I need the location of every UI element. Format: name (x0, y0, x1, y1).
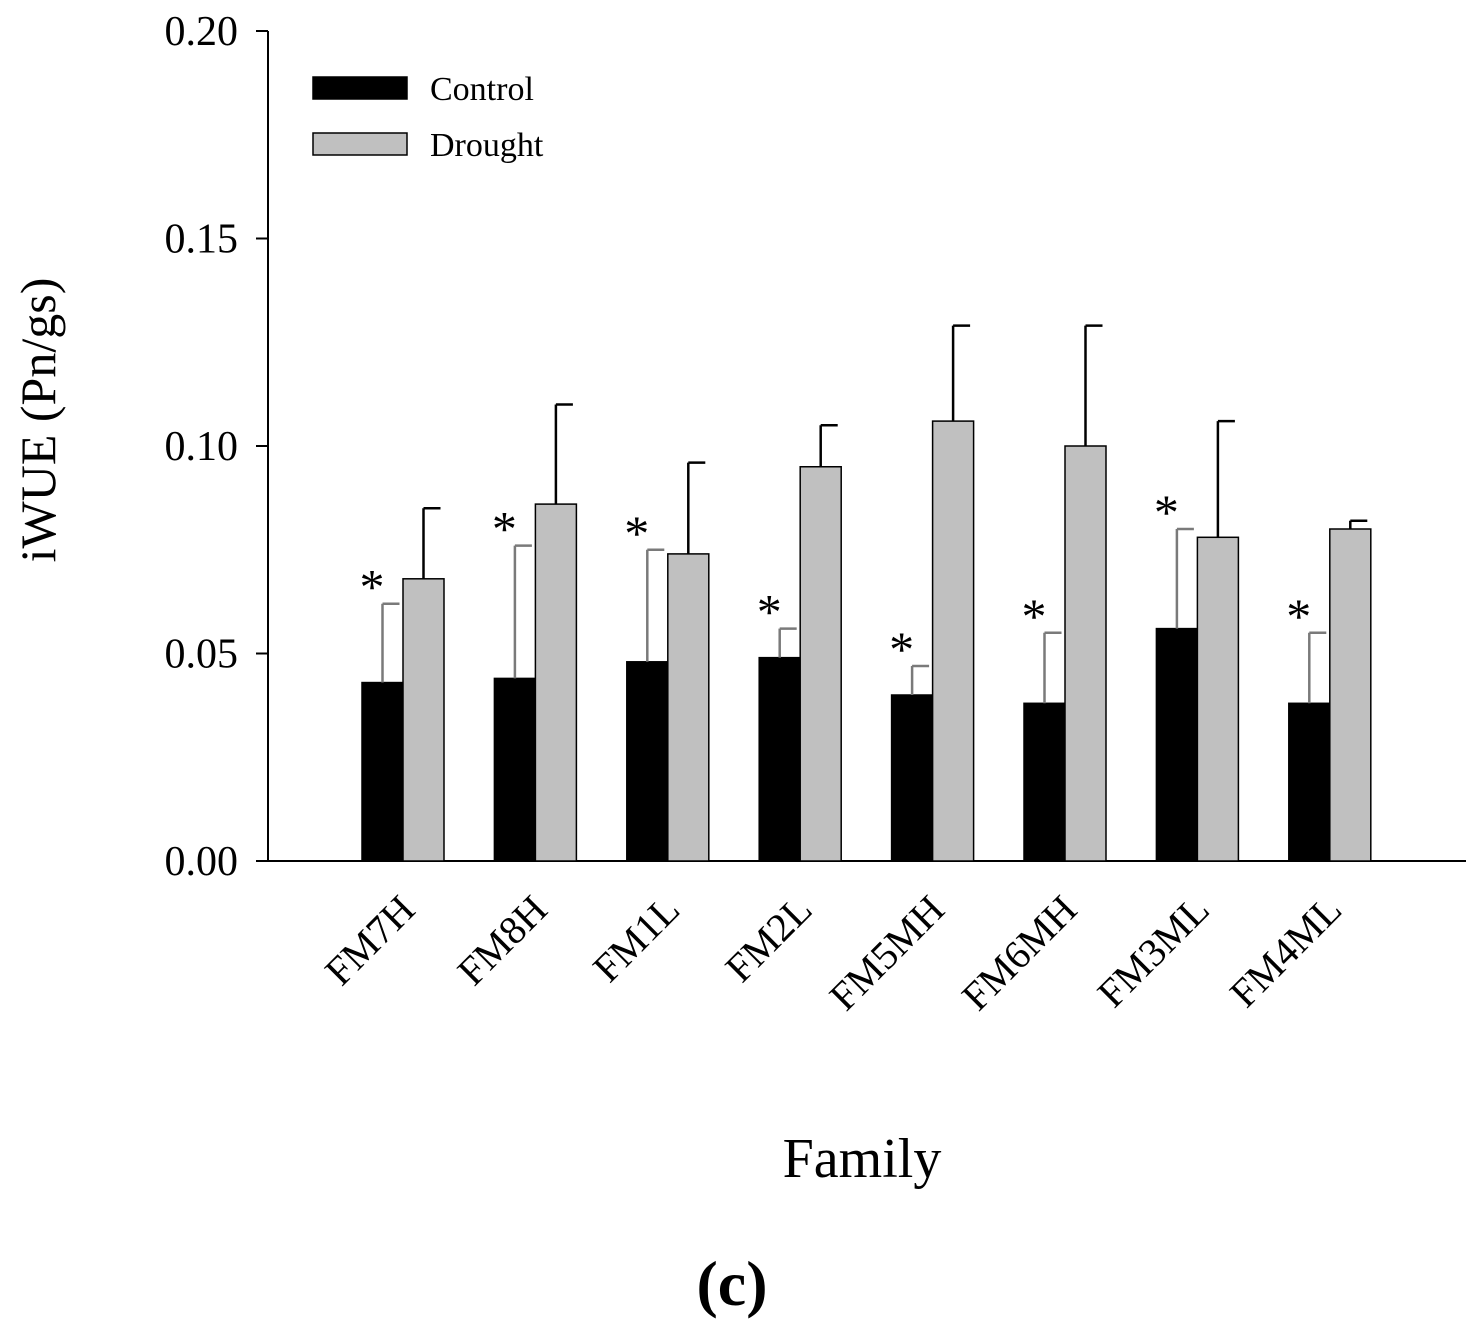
y-tick-label: 0.15 (165, 217, 239, 263)
legend-swatch-drought (312, 132, 408, 156)
bar-control-fm2l (758, 656, 801, 862)
significance-marker: * (360, 559, 385, 615)
x-tick-label: FM5MH (821, 887, 953, 1019)
panel-label: (c) (696, 1248, 767, 1319)
bar-drought-fm4ml (1329, 528, 1372, 862)
significance-marker: * (624, 505, 649, 561)
significance-marker: * (1154, 484, 1179, 540)
bar-drought-fm8h (534, 503, 578, 862)
significance-marker: * (1022, 588, 1047, 644)
y-tick-label: 0.05 (165, 632, 239, 678)
bar-control-fm1l (626, 661, 669, 862)
bar-control-fm5mh (890, 694, 934, 862)
bar-drought-fm2l (799, 466, 842, 862)
x-tick-label: FM7H (316, 887, 423, 994)
bar-control-fm3ml (1155, 627, 1199, 862)
significance-marker: * (757, 584, 782, 640)
legend-swatch-control (312, 76, 408, 100)
y-tick-label: 0.10 (165, 424, 239, 470)
bar-drought-fm7h (402, 578, 445, 862)
y-tick-label: 0.20 (165, 9, 239, 55)
bar-drought-fm6mh (1064, 445, 1107, 862)
bar-drought-fm3ml (1196, 536, 1240, 862)
legend-label-control: Control (430, 71, 534, 108)
x-tick-label: FM3ML (1088, 887, 1217, 1016)
significance-marker: * (889, 621, 914, 677)
y-ticks: 0.00 0.05 0.10 0.15 0.20 (165, 9, 268, 885)
bar-control-fm4ml (1288, 702, 1331, 862)
bar-drought-fm1l (667, 553, 710, 862)
x-tick-label: FM4ML (1221, 887, 1350, 1016)
bar-drought-fm5mh (931, 420, 975, 862)
bar-control-fm8h (493, 677, 537, 862)
legend: Control Drought (312, 71, 544, 164)
x-tick-label: FM1L (584, 887, 688, 991)
significance-marker: * (1286, 588, 1311, 644)
x-tick-label: FM2L (716, 887, 820, 991)
bars: * * * * * * * * (360, 324, 1372, 862)
x-axis-label: Family (783, 1128, 942, 1190)
x-ticks: FM7H FM8H FM1L FM2L FM5MH FM6MH FM3ML FM4ML (316, 887, 1350, 1019)
bar-control-fm7h (361, 681, 404, 862)
y-tick-label: 0.00 (165, 839, 239, 885)
significance-marker: * (492, 501, 517, 557)
legend-label-drought: Drought (430, 127, 544, 164)
bar-control-fm6mh (1023, 702, 1066, 862)
x-tick-label: FM6MH (953, 887, 1085, 1019)
y-axis-label: iWUE (Pn/gs) (10, 278, 66, 563)
x-tick-label: FM8H (448, 887, 555, 994)
